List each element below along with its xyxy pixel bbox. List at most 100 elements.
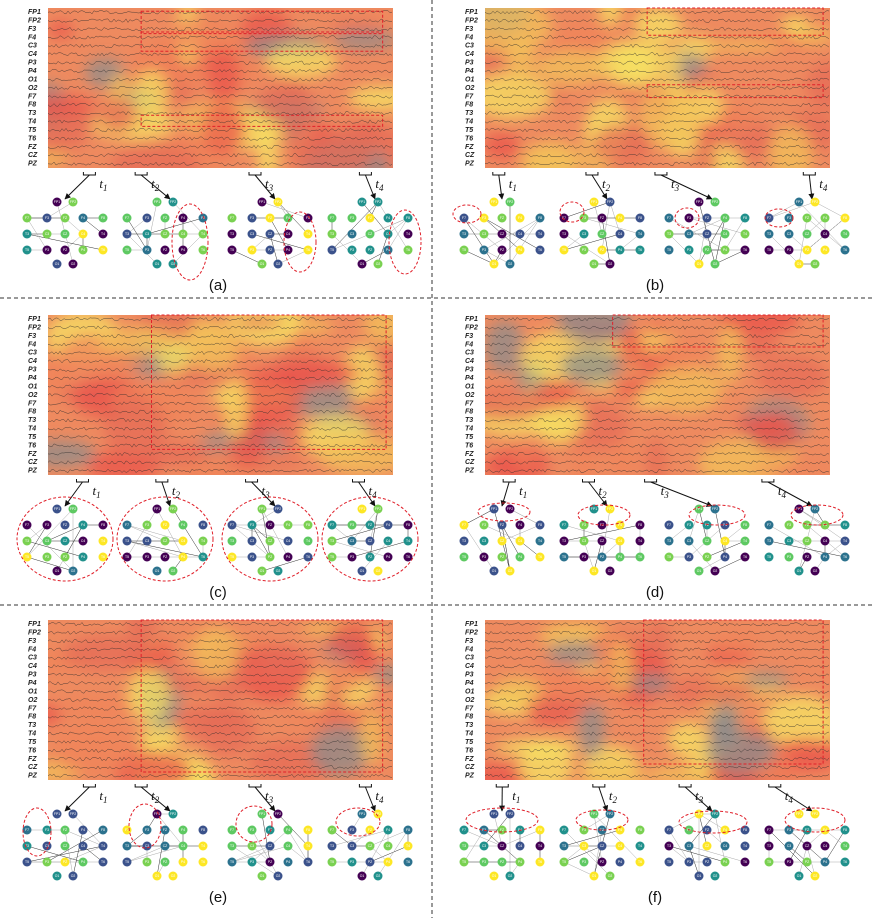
graph-edge: [277, 813, 309, 847]
node-label: T3: [767, 232, 771, 236]
time-bracket: [82, 172, 96, 176]
graph-edge: [563, 524, 621, 542]
node-label: P4: [723, 248, 727, 252]
node-label: F8: [538, 828, 542, 832]
graph-node: [784, 857, 794, 867]
time-symbol: t: [151, 788, 155, 803]
graph-node: [535, 245, 545, 255]
graph-node: [265, 536, 275, 546]
time-symbol: t: [671, 176, 675, 191]
highlight-box: [140, 114, 384, 127]
node-label: FP2: [812, 507, 818, 511]
graph-edge: [509, 217, 541, 265]
heat-blob: [697, 39, 784, 52]
graph-edge: [768, 201, 800, 219]
node-label: O2: [71, 569, 76, 573]
graph-node: [579, 536, 589, 546]
graph-node: [615, 825, 625, 835]
graph-node: [383, 841, 393, 851]
node-label: FP2: [375, 200, 381, 204]
node-label: T6: [201, 555, 205, 559]
graph-node: [283, 825, 293, 835]
channel-label: T3: [465, 417, 473, 424]
graph-node: [764, 245, 774, 255]
node-label: P4: [518, 555, 522, 559]
node-label: O1: [492, 262, 497, 266]
eeg-trace: [48, 773, 393, 778]
node-label: O2: [713, 569, 718, 573]
time-bracket: [761, 479, 775, 483]
node-label: PZ: [63, 248, 67, 252]
graph-node: [60, 825, 70, 835]
node-label: P4: [81, 248, 85, 252]
graph-node: [365, 825, 375, 835]
node-label: F7: [667, 523, 671, 527]
graph-node: [764, 841, 774, 851]
channel-label: CZ: [465, 152, 475, 159]
graph-node: [98, 245, 108, 255]
node-label: F3: [145, 216, 149, 220]
node-label: P3: [482, 248, 486, 252]
node-label: C4: [386, 539, 390, 543]
graph-node: [283, 857, 293, 867]
node-label: T5: [330, 248, 334, 252]
node-label: P4: [81, 555, 85, 559]
channel-label: F8: [465, 409, 473, 416]
graph-node: [227, 536, 237, 546]
graph-node: [52, 566, 62, 576]
graph-edge: [46, 201, 74, 219]
highlight-ellipse: [688, 504, 746, 526]
eeg-trace: [48, 325, 393, 330]
graph-node: [142, 213, 152, 223]
node-label: T5: [125, 248, 129, 252]
graph-node: [710, 259, 720, 269]
channel-label: PZ: [28, 773, 38, 780]
graph-node: [479, 229, 489, 239]
highlight-box: [646, 7, 824, 36]
node-label: FP2: [70, 200, 76, 204]
graph-node: [694, 871, 704, 881]
node-label: P3: [250, 248, 254, 252]
graph-node: [515, 552, 525, 562]
channel-label: T6: [28, 442, 36, 449]
highlight-ellipse: [283, 211, 317, 273]
node-label: T3: [462, 539, 466, 543]
node-label: C3: [350, 232, 354, 236]
heat-blob: [645, 437, 667, 475]
heat-blob: [95, 327, 178, 356]
graph-node: [515, 520, 525, 530]
node-label: F3: [250, 523, 254, 527]
graph-node: [98, 841, 108, 851]
node-label: CZ: [705, 232, 710, 236]
graph-node: [664, 229, 674, 239]
graph-node: [515, 229, 525, 239]
graph-node: [357, 809, 367, 819]
graph-edge: [261, 556, 309, 572]
highlight-ellipse: [790, 504, 844, 526]
graph-node: [820, 841, 830, 851]
graph-node: [160, 841, 170, 851]
graph-node: [702, 520, 712, 530]
time-label: t3: [661, 483, 670, 500]
node-label: FP1: [54, 812, 60, 816]
node-label: T5: [230, 860, 234, 864]
node-label: F3: [687, 523, 691, 527]
channel-label: C4: [465, 358, 474, 365]
graph-node: [347, 552, 357, 562]
node-label: F3: [582, 828, 586, 832]
node-label: P4: [618, 860, 622, 864]
node-label: C4: [181, 232, 185, 236]
highlight-box: [140, 619, 384, 773]
graph-node: [283, 245, 293, 255]
graph-node: [840, 245, 850, 255]
node-label: T5: [230, 555, 234, 559]
graph-node: [22, 536, 32, 546]
time-subscript: 1: [96, 490, 101, 500]
graph-node: [122, 245, 132, 255]
time-label: t4: [785, 788, 794, 805]
graph-edge: [26, 845, 104, 863]
highlight-box: [140, 10, 384, 35]
graph-node: [694, 504, 704, 514]
node-label: T3: [667, 232, 671, 236]
